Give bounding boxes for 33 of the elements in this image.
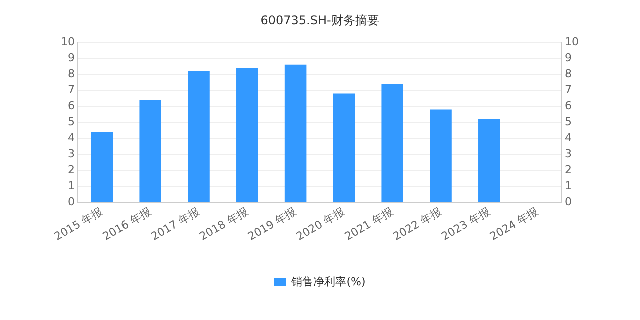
- y-tick-label: 0: [68, 196, 75, 209]
- y2-tick-label: 7: [565, 83, 572, 96]
- bar: [188, 71, 210, 202]
- y-tick-label: 6: [68, 99, 75, 112]
- y2-tick-label: 9: [565, 51, 572, 64]
- chart-title: 600735.SH-财务摘要: [260, 13, 380, 28]
- y2-tick-label: 3: [565, 148, 572, 161]
- y2-tick-label: 8: [565, 67, 572, 80]
- y2-tick-label: 5: [565, 115, 572, 128]
- bar: [382, 84, 404, 202]
- y2-tick-label: 6: [565, 99, 572, 112]
- legend-label: 销售净利率(%): [290, 275, 366, 288]
- y-tick-label: 9: [68, 51, 75, 64]
- y-tick-label: 4: [68, 132, 75, 145]
- y-tick-label: 7: [68, 83, 75, 96]
- bar: [430, 110, 452, 202]
- y-tick-label: 1: [68, 180, 75, 193]
- y2-tick-label: 0: [565, 196, 572, 209]
- y-tick-label: 3: [68, 148, 75, 161]
- bar: [91, 132, 114, 202]
- bar: [284, 64, 307, 202]
- y-tick-label: 8: [68, 67, 75, 80]
- y2-tick-label: 4: [565, 132, 572, 145]
- y2-tick-label: 10: [565, 35, 580, 48]
- bar: [236, 68, 258, 202]
- y2-tick-label: 2: [565, 164, 572, 177]
- y2-tick-label: 1: [565, 180, 572, 193]
- bar: [140, 100, 162, 202]
- y-tick-label: 2: [68, 164, 75, 177]
- bar: [478, 119, 500, 202]
- y-tick-label: 5: [68, 115, 75, 128]
- y-tick-label: 10: [60, 35, 75, 48]
- bar: [333, 94, 356, 202]
